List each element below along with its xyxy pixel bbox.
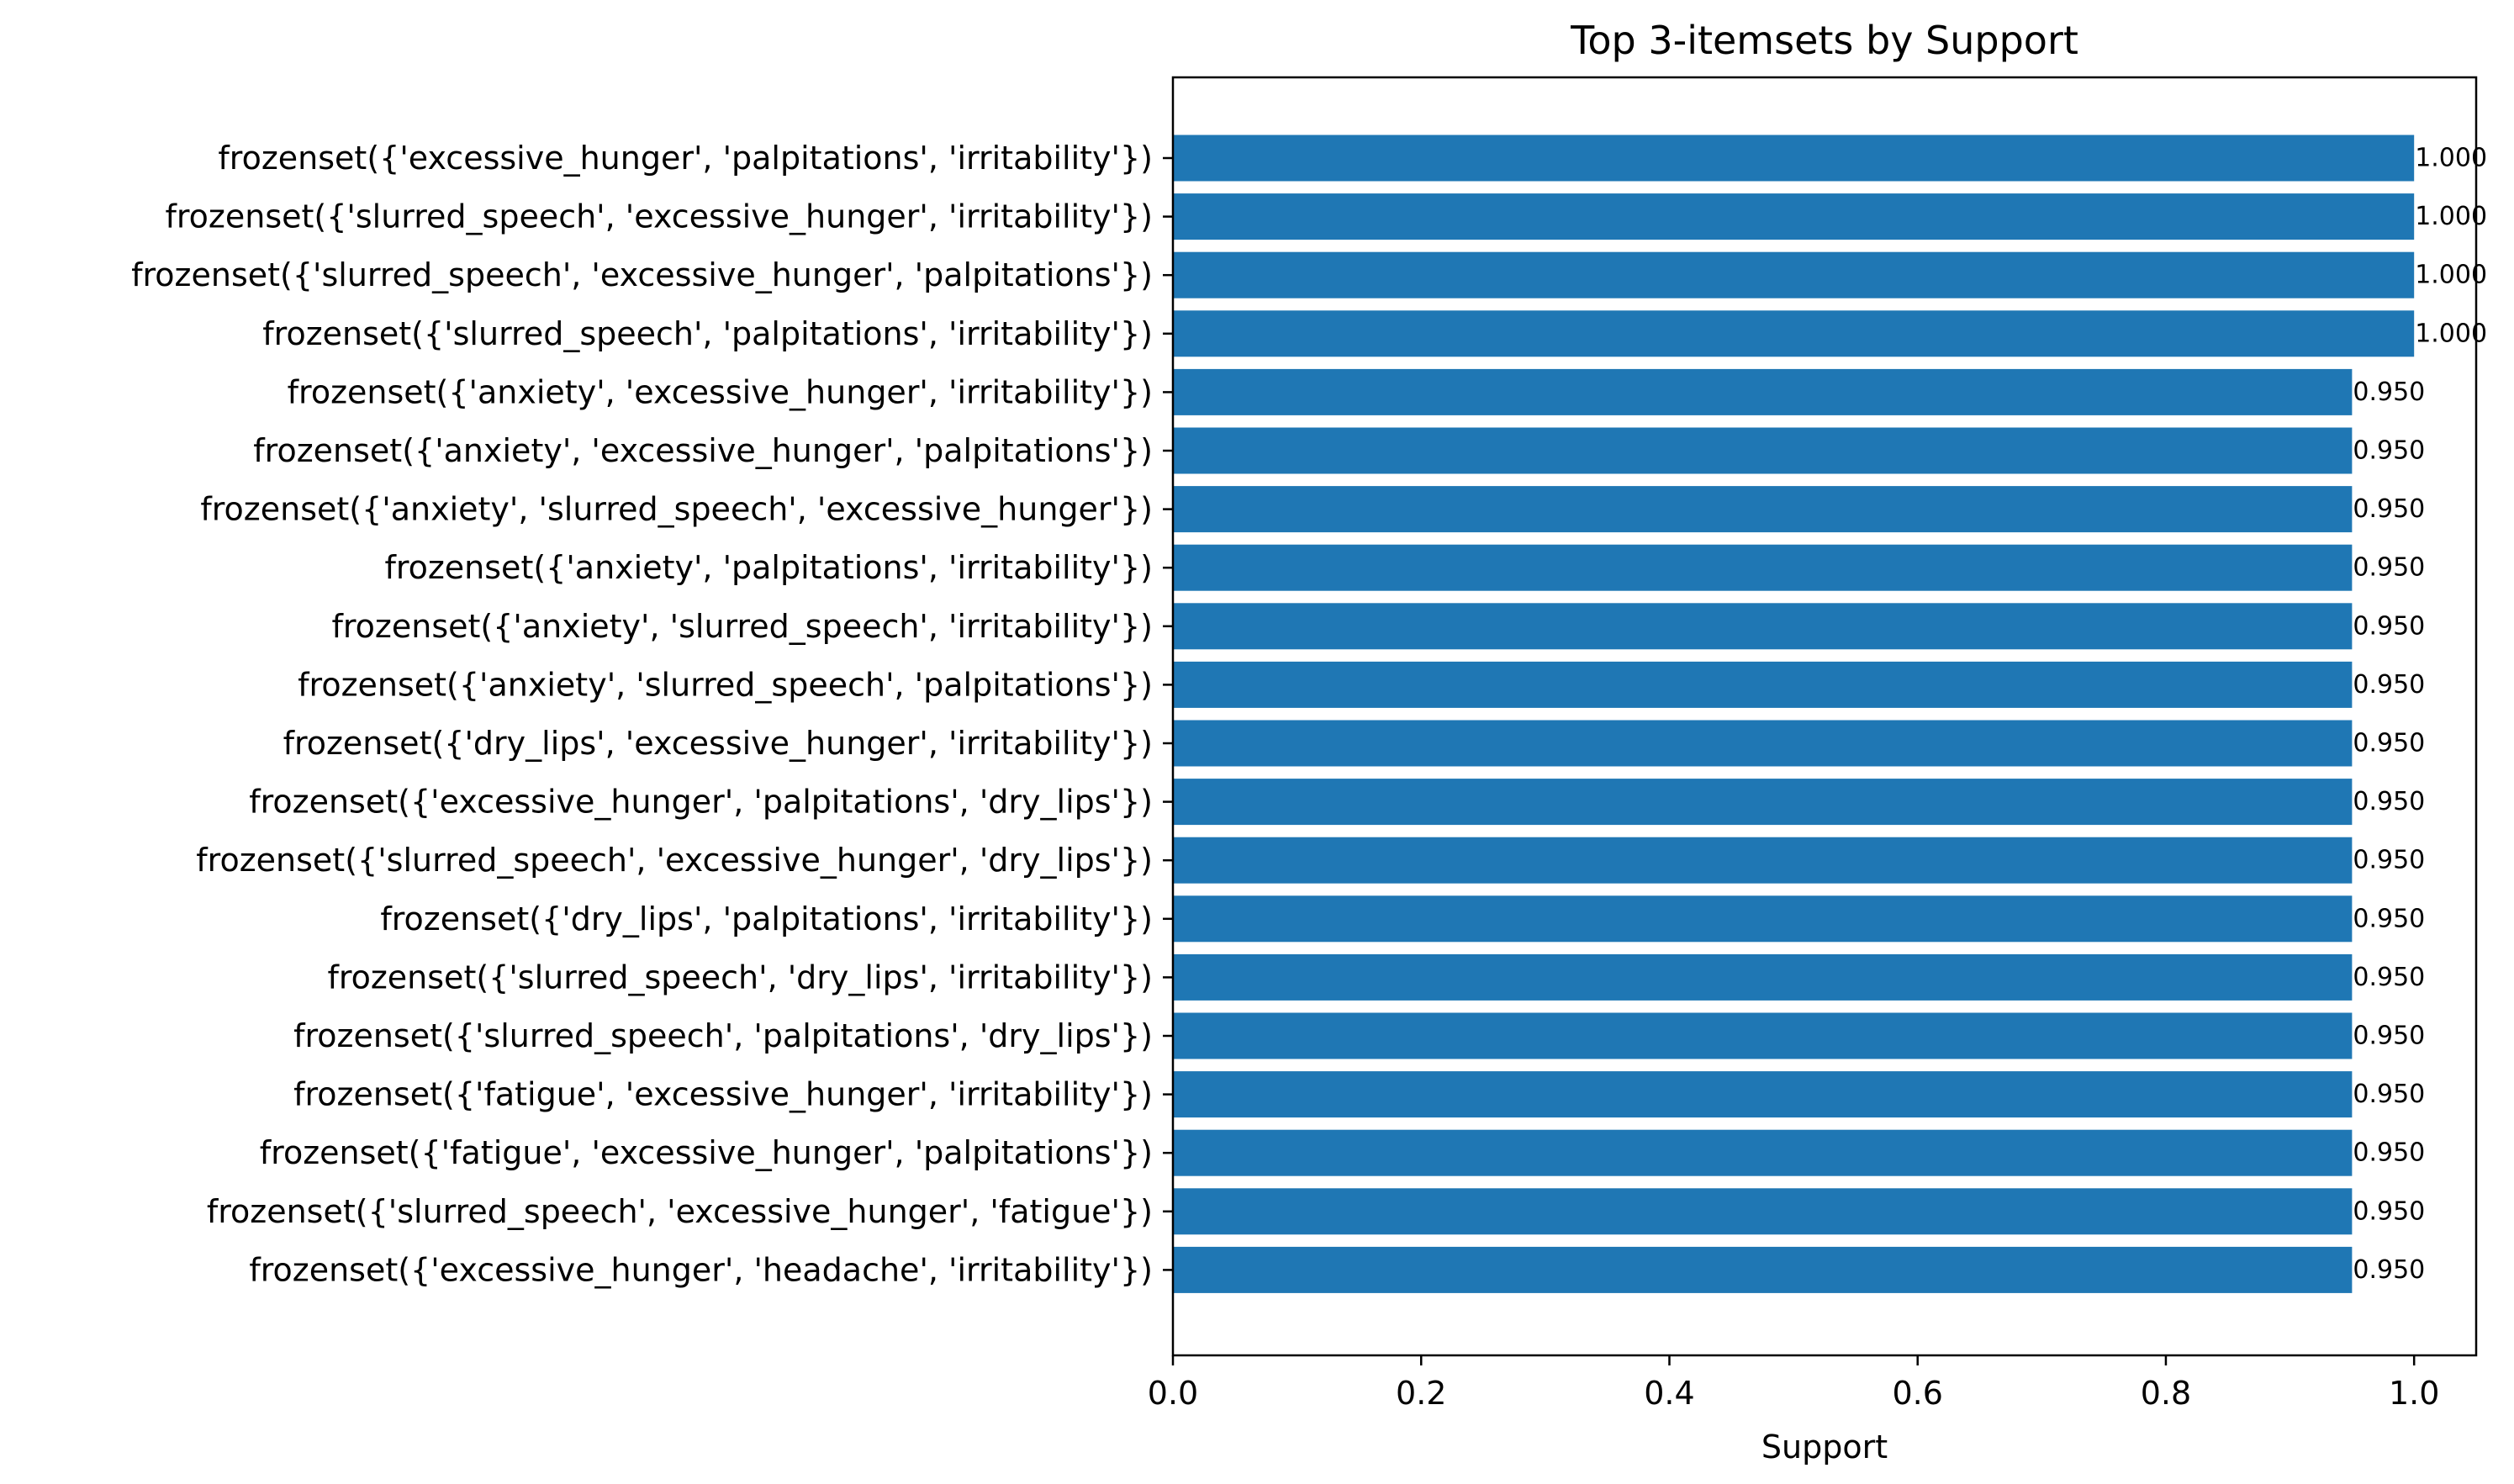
x-tick-label: 0.2 <box>1396 1375 1446 1412</box>
bar <box>1173 1071 2353 1118</box>
bar <box>1173 251 2415 298</box>
data-label: 0.950 <box>2353 904 2425 933</box>
data-label: 0.950 <box>2353 1196 2425 1226</box>
x-tick-label: 0.0 <box>1148 1375 1198 1412</box>
bar <box>1173 310 2415 357</box>
bar <box>1173 1188 2353 1235</box>
data-label: 0.950 <box>2353 1138 2425 1168</box>
bar <box>1173 486 2353 533</box>
data-label: 0.950 <box>2353 846 2425 875</box>
x-tick-label: 0.4 <box>1644 1375 1694 1412</box>
category-label: frozenset({'slurred_speech', 'palpitatio… <box>293 1017 1153 1054</box>
category-label: frozenset({'anxiety', 'slurred_speech', … <box>200 491 1153 528</box>
data-label: 0.950 <box>2353 611 2425 641</box>
category-label: frozenset({'dry_lips', 'palpitations', '… <box>380 900 1153 937</box>
category-label: frozenset({'slurred_speech', 'excessive_… <box>166 198 1154 235</box>
x-axis-title: Support <box>1761 1429 1888 1466</box>
bar <box>1173 1129 2353 1176</box>
category-label: frozenset({'anxiety', 'excessive_hunger'… <box>288 373 1153 410</box>
bar <box>1173 779 2353 826</box>
data-label: 0.950 <box>2353 1080 2425 1109</box>
data-label: 0.950 <box>2353 1022 2425 1051</box>
bar <box>1173 603 2353 650</box>
data-label: 0.950 <box>2353 494 2425 524</box>
bar <box>1173 1246 2353 1293</box>
category-label: frozenset({'dry_lips', 'excessive_hunger… <box>283 725 1153 762</box>
bar <box>1173 544 2353 591</box>
category-labels: frozenset({'excessive_hunger', 'palpitat… <box>131 140 1173 1288</box>
data-label: 0.950 <box>2353 436 2425 466</box>
bar <box>1173 1012 2353 1059</box>
category-label: frozenset({'anxiety', 'palpitations', 'i… <box>384 549 1153 586</box>
chart-title: Top 3-itemsets by Support <box>1570 18 2078 63</box>
data-label: 0.950 <box>2353 1255 2425 1285</box>
bar <box>1173 368 2353 415</box>
data-label: 0.950 <box>2353 553 2425 583</box>
x-tick-label: 0.6 <box>1892 1375 1942 1412</box>
x-tick-label: 1.0 <box>2389 1375 2439 1412</box>
data-label: 0.950 <box>2353 378 2425 407</box>
bar <box>1173 837 2353 884</box>
data-label: 0.950 <box>2353 729 2425 758</box>
category-label: frozenset({'slurred_speech', 'excessive_… <box>131 256 1153 293</box>
bar <box>1173 135 2415 182</box>
bar <box>1173 720 2353 767</box>
category-label: frozenset({'excessive_hunger', 'palpitat… <box>218 140 1153 177</box>
category-label: frozenset({'anxiety', 'excessive_hunger'… <box>253 432 1153 469</box>
category-label: frozenset({'excessive_hunger', 'headache… <box>249 1251 1153 1288</box>
data-label: 0.950 <box>2353 787 2425 816</box>
x-tick-label: 0.8 <box>2141 1375 2191 1412</box>
category-label: frozenset({'slurred_speech', 'excessive_… <box>196 842 1153 879</box>
category-label: frozenset({'excessive_hunger', 'palpitat… <box>249 784 1153 821</box>
category-label: frozenset({'slurred_speech', 'dry_lips',… <box>327 959 1153 995</box>
category-label: frozenset({'anxiety', 'slurred_speech', … <box>298 666 1153 703</box>
bar <box>1173 661 2353 708</box>
category-label: frozenset({'slurred_speech', 'excessive_… <box>207 1193 1153 1230</box>
category-label: frozenset({'fatigue', 'excessive_hunger'… <box>293 1076 1153 1113</box>
category-label: frozenset({'anxiety', 'slurred_speech', … <box>332 608 1153 645</box>
bar <box>1173 895 2353 943</box>
bar <box>1173 193 2415 240</box>
bar <box>1173 427 2353 474</box>
bar <box>1173 953 2353 1001</box>
category-label: frozenset({'fatigue', 'excessive_hunger'… <box>260 1134 1153 1171</box>
x-axis-ticks: 0.0 0.2 0.4 0.6 0.8 1.0 <box>1148 1355 2439 1412</box>
data-label: 0.950 <box>2353 963 2425 992</box>
category-label: frozenset({'slurred_speech', 'palpitatio… <box>262 315 1153 352</box>
bars-layer <box>1173 135 2415 1293</box>
data-label: 0.950 <box>2353 670 2425 700</box>
plot-frame <box>1171 76 2478 1357</box>
